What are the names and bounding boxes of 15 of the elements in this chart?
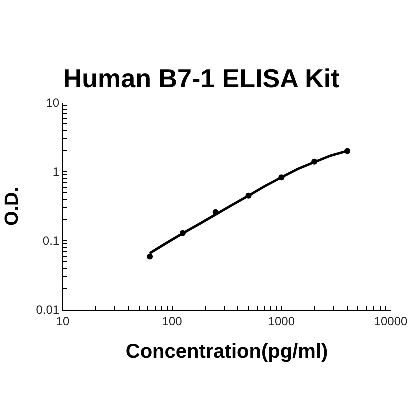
point — [344, 148, 350, 154]
x-tick-label: 10000 — [374, 314, 408, 328]
point — [147, 254, 154, 260]
point — [180, 230, 186, 236]
y-tick-label: 0.1 — [42, 234, 60, 248]
x-tick-label: 100 — [162, 314, 183, 328]
chart-title: Human B7-1 ELISA Kit — [63, 64, 340, 94]
x-axis-title: Concentration(pg/ml) — [126, 340, 328, 363]
point — [278, 174, 285, 181]
point — [246, 192, 252, 199]
y-tick-label: 10 — [46, 96, 60, 110]
y-tick-label: 1 — [52, 165, 60, 180]
y-axis-title: O.D. — [2, 186, 24, 226]
x-tick-label: 1000 — [268, 314, 296, 328]
point — [312, 158, 318, 165]
